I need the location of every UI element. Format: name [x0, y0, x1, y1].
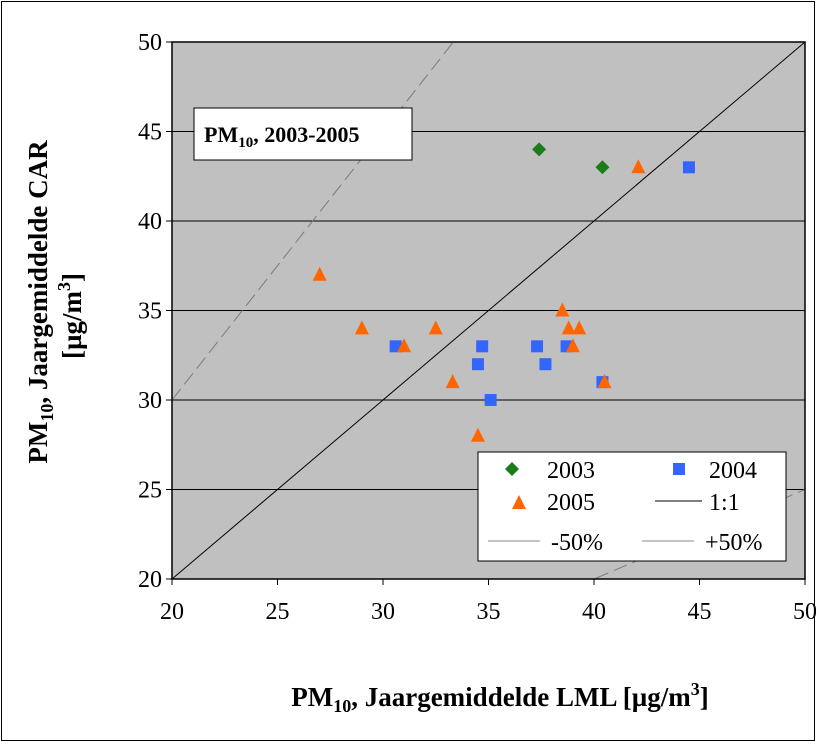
point-2003	[595, 160, 610, 175]
point-2005	[555, 302, 570, 317]
reference-line-1to1	[172, 42, 805, 579]
y-axis-title: PM10, Jaargemiddelde CAR [µg/m3]	[23, 140, 87, 464]
point-2003	[532, 142, 547, 157]
x-axis-ticks: 20 25 30 35 40 45 50	[160, 579, 817, 625]
point-2005	[561, 320, 576, 335]
point-2004	[539, 358, 552, 371]
point-2005	[572, 320, 587, 335]
y-tick-label: 25	[138, 478, 162, 504]
x-tick-label: 30	[371, 599, 395, 625]
y-tick-label: 35	[138, 299, 162, 325]
point-2005	[597, 374, 612, 389]
legend-symbol-2004	[673, 463, 685, 475]
y-tick-label: 20	[138, 567, 162, 593]
point-2005	[470, 427, 485, 442]
x-tick-label: 40	[582, 599, 606, 625]
point-2004	[682, 161, 695, 174]
legend-label-1to1: 1:1	[709, 490, 740, 516]
point-2005	[428, 320, 443, 335]
legend-label-minus50: -50%	[551, 530, 603, 556]
legend-label-plus50: +50%	[705, 530, 763, 556]
point-2005	[445, 374, 460, 389]
point-2004	[476, 340, 489, 353]
x-axis-title: PM10, Jaargemiddelde LML [µg/m3]	[291, 679, 709, 716]
x-tick-label: 20	[160, 599, 184, 625]
x-tick-label: 35	[477, 599, 501, 625]
point-2005	[565, 338, 580, 353]
y-tick-label: 45	[138, 120, 162, 146]
x-tick-label: 25	[266, 599, 290, 625]
data-points	[312, 142, 695, 442]
legend-label-2003: 2003	[547, 458, 595, 484]
legend-label-2005: 2005	[547, 490, 595, 516]
reference-line-+50pct	[172, 42, 454, 401]
point-2004	[484, 394, 497, 406]
point-2005	[354, 320, 369, 335]
chart-title: PM10, 2003-2005	[204, 122, 360, 151]
point-2005	[312, 266, 327, 281]
legend: 2003 2004 2005 1:1 -50% +50%	[477, 451, 787, 562]
point-2005	[397, 338, 412, 353]
y-axis-ticks: 20 25 30 35 40 45 50	[138, 30, 172, 593]
point-2004	[531, 340, 544, 353]
legend-box	[477, 451, 787, 562]
legend-symbol-2003	[505, 462, 519, 476]
svg-text:PM10, Jaargemiddelde CAR: PM10, Jaargemiddelde CAR	[23, 140, 57, 464]
legend-label-2004: 2004	[709, 458, 757, 484]
y-tick-label: 50	[138, 30, 162, 56]
y-tick-label: 40	[138, 209, 162, 235]
x-tick-label: 50	[793, 599, 816, 625]
y-tick-label: 30	[138, 388, 162, 414]
point-2004	[471, 358, 484, 371]
point-2005	[631, 159, 646, 174]
svg-text:[µg/m3]: [µg/m3]	[54, 273, 87, 359]
x-tick-label: 45	[688, 599, 712, 625]
legend-symbol-2005	[512, 495, 526, 509]
chart-title-box: PM10, 2003-2005	[193, 107, 413, 161]
